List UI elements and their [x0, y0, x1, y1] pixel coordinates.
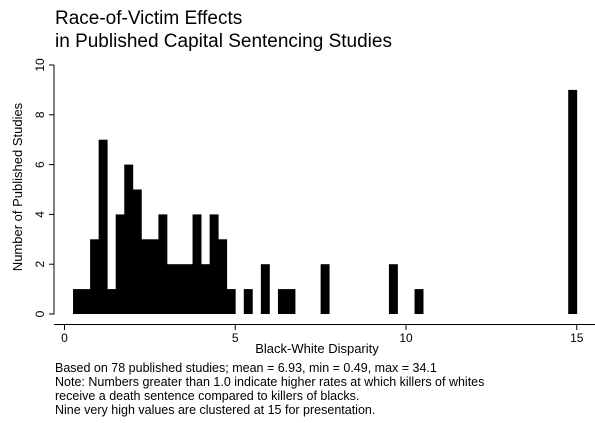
- x-tick-label: 15: [570, 331, 584, 345]
- x-tick-label: 0: [61, 331, 68, 345]
- histogram-bar: [158, 214, 168, 314]
- chart-title-line-1: Race-of-Victim Effects: [55, 8, 243, 29]
- histogram-bar: [107, 289, 117, 314]
- histogram-bar: [132, 189, 142, 314]
- y-tick-label: 10: [33, 58, 47, 72]
- x-axis-label: Black-White Disparity: [255, 341, 379, 356]
- histogram-bar: [98, 139, 108, 314]
- note-line-4: Nine very high values are clustered at 1…: [55, 403, 376, 417]
- histogram-bar: [201, 264, 211, 314]
- histogram-bar: [414, 289, 424, 314]
- ticks-group: 0 2 4 6 8 10 0 5 10 15: [33, 58, 584, 345]
- axes-group: [53, 65, 595, 325]
- y-tick-label: 8: [33, 111, 47, 118]
- histogram-bar: [226, 289, 236, 314]
- bars-group: [73, 89, 578, 315]
- y-tick-label: 0: [33, 310, 47, 317]
- histogram-bar: [73, 289, 82, 314]
- histogram-bar: [141, 239, 151, 314]
- histogram-bar: [81, 289, 91, 314]
- histogram-bar: [568, 89, 578, 315]
- histogram-bar: [277, 289, 287, 314]
- y-tick-label: 6: [33, 161, 47, 168]
- x-tick-label: 10: [399, 331, 413, 345]
- x-tick-label: 5: [232, 331, 239, 345]
- histogram-bar: [90, 239, 100, 314]
- histogram-bar: [260, 264, 270, 314]
- histogram-bar: [124, 164, 134, 314]
- histogram-bar: [209, 214, 219, 314]
- histogram-bar: [166, 264, 176, 314]
- histogram-bar: [243, 289, 253, 314]
- histogram-bar: [320, 264, 330, 314]
- histogram-bar: [115, 214, 125, 314]
- histogram-bar: [388, 264, 398, 314]
- histogram-bar: [149, 239, 159, 314]
- histogram-bar: [218, 239, 228, 314]
- chart-title-line-2: in Published Capital Sentencing Studies: [55, 31, 392, 52]
- histogram-bar: [286, 289, 296, 314]
- histogram-bar: [184, 264, 193, 314]
- note-line-2: Note: Numbers greater than 1.0 indicate …: [55, 375, 485, 389]
- y-tick-label: 2: [33, 261, 47, 268]
- note-line-1: Based on 78 published studies; mean = 6.…: [55, 361, 437, 375]
- note-line-3: receive a death sentence compared to kil…: [55, 389, 360, 403]
- histogram-bar: [175, 264, 185, 314]
- y-axis-label: Number of Published Studies: [10, 102, 25, 271]
- histogram-bar: [192, 214, 202, 314]
- y-tick-label: 4: [33, 211, 47, 218]
